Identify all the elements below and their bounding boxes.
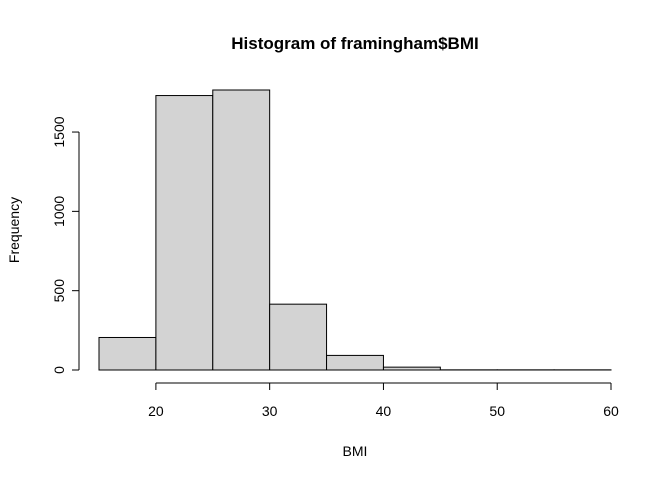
y-axis-label: Frequency [6, 197, 22, 263]
y-tick-label: 0 [51, 366, 67, 374]
x-tick-label: 50 [489, 403, 505, 419]
x-tick-label: 30 [262, 403, 278, 419]
x-axis-label: BMI [343, 443, 368, 459]
chart-title: Histogram of framingham$BMI [231, 34, 478, 53]
x-tick-label: 20 [148, 403, 164, 419]
y-tick-label: 1000 [51, 196, 67, 227]
histogram-bar-30-35 [269, 303, 328, 371]
y-tick-label: 500 [51, 279, 67, 303]
histogram-bar-25-30 [212, 89, 271, 371]
x-axis: 20 30 40 50 60 [148, 382, 619, 419]
histogram-bar-15-20 [98, 336, 157, 371]
x-tick-label: 40 [376, 403, 392, 419]
bars-group [98, 89, 612, 371]
histogram-bar-35-40 [326, 354, 384, 371]
histogram-bar-20-25 [155, 95, 214, 371]
x-tick-label: 60 [603, 403, 619, 419]
y-axis: 0 500 1000 1500 [51, 116, 80, 374]
histogram-bar-40-45 [382, 366, 441, 371]
y-tick-label: 1500 [51, 116, 67, 147]
